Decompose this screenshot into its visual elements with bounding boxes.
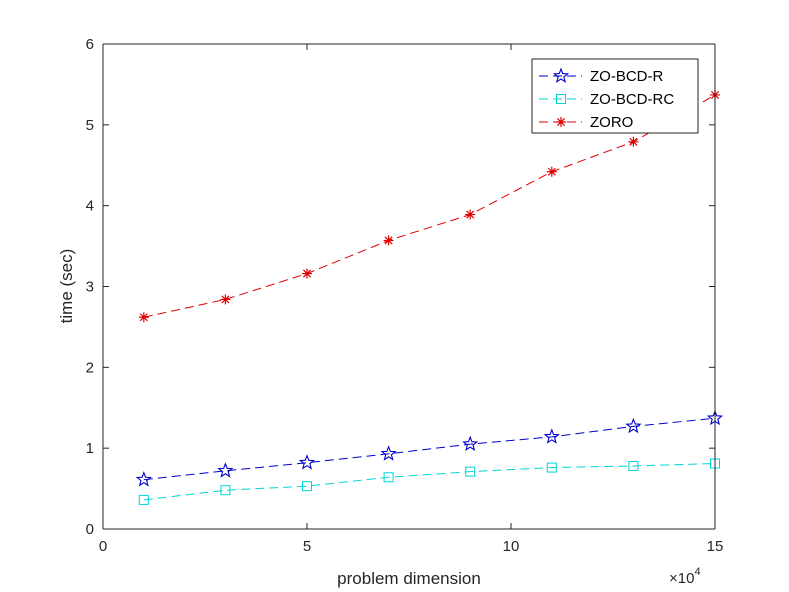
legend-item-zo-bcd-rc: ZO-BCD-RC: [539, 91, 674, 108]
data-point-zo-bcd-r-1: [217, 462, 234, 478]
legend: ZO-BCD-R ZO-BCD-RC ZORO: [531, 58, 699, 134]
x-tick-label: 5: [303, 538, 311, 555]
x-tick-label: 0: [99, 538, 107, 555]
data-point-zo-bcd-rc-3: [383, 472, 394, 483]
x-multiplier-base: ×10: [669, 570, 694, 587]
y-tick-label: 4: [86, 198, 94, 215]
data-point-zo-bcd-r-2: [298, 454, 316, 470]
legend-item-zo-bcd-r: ZO-BCD-R: [539, 67, 663, 85]
series-zo-bcd-r: [135, 409, 724, 487]
data-point-zo-bcd-r-3: [380, 445, 397, 461]
x-multiplier-label: ×104: [669, 566, 701, 587]
data-point-zoro-3-strokes: [383, 235, 394, 246]
data-point-zo-bcd-r-5: [543, 428, 560, 444]
legend-marker-zoro: [556, 117, 566, 127]
data-point-zo-bcd-rc-6: [628, 460, 639, 471]
data-point-zo-bcd-rc-5: [546, 462, 557, 473]
data-point-zoro-4-strokes: [465, 209, 476, 220]
x-tick-label: 10: [503, 538, 520, 555]
data-point-zoro-4: [465, 209, 476, 220]
data-point-zoro-2: [302, 268, 312, 279]
y-tick-label: 5: [86, 117, 94, 134]
y-tick-label: 2: [86, 359, 94, 376]
data-point-zoro-2-strokes: [302, 268, 312, 279]
data-point-zo-bcd-rc-1: [220, 485, 231, 496]
data-point-zoro-3: [383, 235, 394, 246]
y-tick-label: 6: [86, 36, 94, 53]
series-line-zo-bcd-rc: [143, 463, 716, 501]
legend-marker-zo-bcd-rc: [556, 94, 566, 104]
legend-marker-zoro-strokes: [556, 117, 566, 127]
data-point-zo-bcd-rc-4: [465, 466, 476, 477]
x-axis-label: problem dimension: [337, 569, 481, 588]
legend-label-zo-bcd-rc: ZO-BCD-RC: [590, 91, 674, 108]
data-point-zoro-0-strokes: [138, 312, 149, 323]
data-point-zoro-0: [138, 312, 149, 323]
data-point-zo-bcd-rc-2: [302, 481, 312, 492]
x-tick-label: 15: [707, 538, 724, 555]
data-point-zoro-6: [628, 136, 639, 147]
data-point-zoro-5: [546, 166, 557, 177]
legend-marker-zo-bcd-r: [552, 67, 570, 83]
series-line-zoro: [143, 94, 716, 318]
data-point-zo-bcd-r-6: [625, 417, 642, 434]
legend-label-zo-bcd-r: ZO-BCD-R: [590, 68, 663, 85]
data-point-zoro-1-strokes: [220, 294, 231, 305]
series-line-zo-bcd-r: [143, 417, 716, 481]
legend-items: ZO-BCD-R ZO-BCD-RC ZORO: [539, 67, 674, 131]
series-zo-bcd-rc: [138, 458, 720, 505]
data-point-zo-bcd-rc-0: [138, 494, 149, 505]
x-multiplier-exponent: 4: [694, 566, 700, 578]
y-tick-label: 3: [86, 279, 94, 296]
series-layer: [135, 89, 724, 505]
y-tick-label: 1: [86, 440, 94, 457]
data-point-zoro-1: [220, 294, 231, 305]
data-point-zoro-5-strokes: [546, 166, 557, 177]
y-axis-label: time (sec): [57, 249, 76, 324]
data-point-zo-bcd-r-4: [462, 435, 479, 452]
ticks-layer: 0 5 10 15 0 1 2 3 4 5 6: [86, 36, 724, 555]
legend-label-zoro: ZORO: [590, 114, 633, 131]
y-tick-label: 0: [86, 521, 94, 538]
legend-item-zoro: ZORO: [539, 114, 633, 131]
data-point-zo-bcd-r-0: [135, 471, 152, 487]
data-point-zoro-6-strokes: [628, 136, 639, 147]
